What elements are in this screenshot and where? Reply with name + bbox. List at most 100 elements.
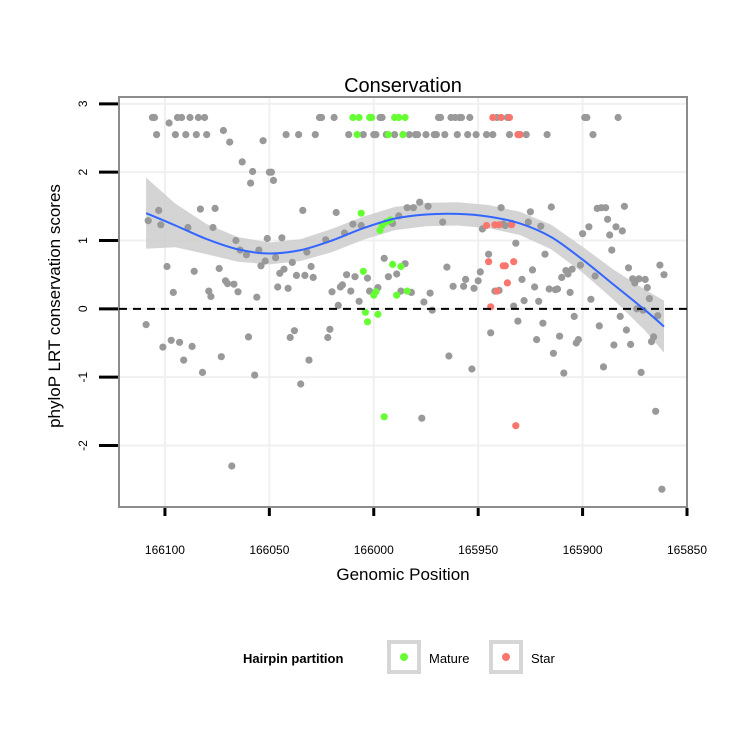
point-other xyxy=(432,131,440,139)
point-other xyxy=(485,250,493,258)
point-other xyxy=(645,295,654,303)
point-other xyxy=(439,218,447,226)
point-other xyxy=(380,254,388,262)
point-other xyxy=(633,305,641,313)
point-other xyxy=(284,284,292,292)
point-mature xyxy=(397,262,405,271)
point-star xyxy=(495,221,503,229)
legend-label-mature: Mature xyxy=(429,651,469,666)
point-mature xyxy=(401,113,409,122)
point-other xyxy=(537,222,545,230)
point-other xyxy=(378,113,386,122)
y-tick-label: 2 xyxy=(76,169,90,176)
point-other xyxy=(196,205,204,213)
point-other xyxy=(531,283,539,291)
point-other xyxy=(384,273,392,281)
point-other xyxy=(464,131,472,139)
point-other xyxy=(226,138,234,146)
point-other xyxy=(355,297,363,305)
point-other xyxy=(568,265,576,273)
point-other xyxy=(349,220,357,228)
legend-item-mature: Mature xyxy=(387,640,469,674)
point-other xyxy=(543,131,551,139)
point-other xyxy=(311,131,319,139)
point-other xyxy=(290,327,298,335)
point-other xyxy=(610,341,618,349)
point-other xyxy=(292,271,301,279)
point-mature xyxy=(395,113,403,122)
point-other xyxy=(526,208,535,216)
point-other xyxy=(418,414,426,422)
point-other xyxy=(372,131,380,139)
point-other xyxy=(518,275,526,283)
point-other xyxy=(257,262,265,270)
point-other xyxy=(589,131,597,139)
point-other xyxy=(472,131,480,139)
se-band xyxy=(146,177,665,353)
point-other xyxy=(420,298,428,306)
point-other xyxy=(263,234,271,243)
chart-title: Conservation xyxy=(344,75,462,97)
point-other xyxy=(428,306,436,314)
point-other xyxy=(414,131,422,139)
smooth-line xyxy=(145,212,665,328)
point-mature xyxy=(355,113,363,122)
point-other xyxy=(324,333,332,342)
point-other xyxy=(305,356,313,364)
point-other xyxy=(505,131,514,139)
data-points xyxy=(142,113,668,493)
point-other xyxy=(242,251,250,259)
point-other xyxy=(466,113,474,122)
point-other xyxy=(487,329,495,337)
point-other xyxy=(159,343,167,351)
point-other xyxy=(624,264,633,272)
point-other xyxy=(579,230,587,238)
point-other xyxy=(351,273,359,281)
point-other xyxy=(217,353,225,361)
plot-area xyxy=(118,96,688,508)
point-other xyxy=(363,274,372,282)
point-other xyxy=(460,282,468,290)
point-star xyxy=(489,113,497,122)
point-other xyxy=(295,131,303,139)
point-star xyxy=(508,221,516,229)
point-other xyxy=(301,271,309,279)
point-other xyxy=(441,131,449,139)
point-other xyxy=(637,368,645,376)
point-other xyxy=(261,257,269,265)
point-other xyxy=(618,227,626,235)
point-other xyxy=(238,158,246,166)
point-other xyxy=(249,167,257,176)
point-other xyxy=(186,113,194,122)
point-other xyxy=(309,273,317,281)
point-other xyxy=(332,208,340,217)
point-other xyxy=(153,131,161,139)
point-other xyxy=(142,321,150,329)
point-other xyxy=(520,297,528,305)
point-other xyxy=(272,254,280,262)
point-other xyxy=(541,250,549,258)
point-other xyxy=(602,204,610,212)
point-other xyxy=(558,273,566,281)
point-mature xyxy=(384,131,392,139)
point-other xyxy=(560,369,568,377)
point-other xyxy=(326,325,334,333)
point-other xyxy=(426,289,434,297)
point-other xyxy=(180,356,188,364)
point-other xyxy=(535,297,543,305)
point-other xyxy=(474,277,482,285)
point-mature xyxy=(363,318,372,326)
point-other xyxy=(405,131,413,139)
point-mature xyxy=(349,113,357,122)
point-other xyxy=(564,270,572,278)
x-tick-label: 166000 xyxy=(354,543,394,557)
point-other xyxy=(443,263,451,271)
y-axis: -2 -1 0 1 2 3 xyxy=(76,100,118,451)
point-other xyxy=(497,204,505,212)
point-other xyxy=(328,288,336,296)
point-other xyxy=(347,287,355,295)
point-star xyxy=(482,221,491,230)
point-other xyxy=(318,113,326,122)
point-other xyxy=(445,352,453,360)
point-other xyxy=(409,204,417,212)
